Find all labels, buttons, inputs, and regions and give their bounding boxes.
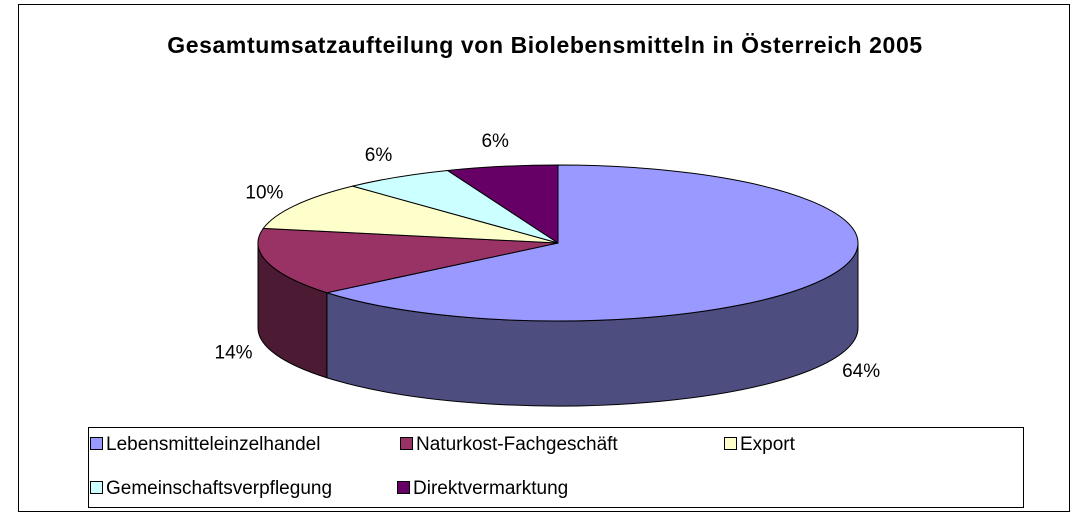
legend-swatch: [397, 481, 410, 494]
slice: [324, 164, 859, 322]
legend-label: Gemeinschaftsverpflegung: [106, 478, 332, 499]
data-label: 64%: [842, 361, 880, 382]
legend-label: Naturkost-Fachgeschäft: [416, 434, 618, 455]
data-label: 6%: [481, 131, 509, 152]
data-label: 10%: [245, 182, 283, 203]
legend-swatch: [724, 437, 737, 450]
data-label: 14%: [215, 343, 253, 364]
legend-swatch: [90, 481, 103, 494]
legend-swatch: [400, 437, 413, 450]
data-label: 6%: [365, 145, 393, 166]
chart-title: Gesamtumsatzaufteilung von Biolebensmitt…: [167, 32, 923, 58]
slice: [257, 227, 559, 294]
legend-box: [88, 427, 1024, 508]
legend-label: Lebensmitteleinzelhandel: [106, 434, 320, 455]
legend-label: Direktvermarktung: [413, 478, 568, 499]
legend-label: Export: [740, 434, 796, 455]
legend-swatch: [90, 437, 103, 450]
slice: [262, 185, 559, 244]
slice: [446, 164, 559, 244]
